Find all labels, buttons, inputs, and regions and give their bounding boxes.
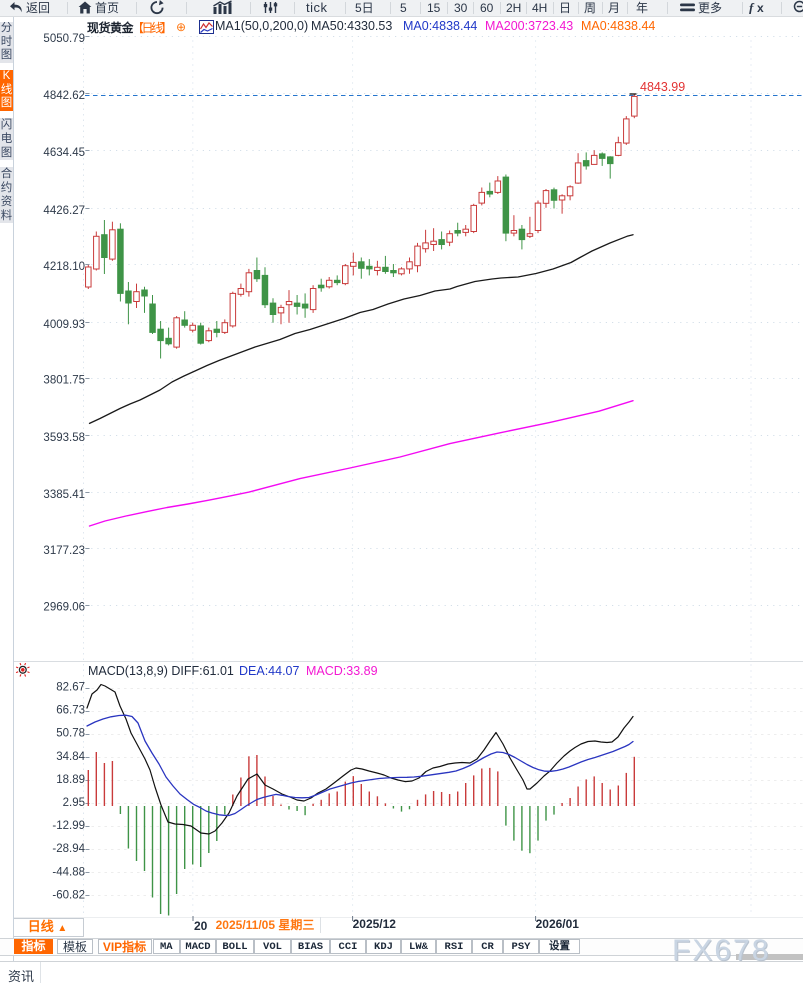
svg-text:2969.06: 2969.06: [43, 602, 85, 614]
svg-text:4842.62: 4842.62: [43, 90, 85, 102]
svg-text:4218.10: 4218.10: [43, 261, 85, 273]
svg-text:-60.82: -60.82: [52, 889, 85, 901]
svg-text:MACD:33.89: MACD:33.89: [306, 664, 378, 678]
svg-text:4426.27: 4426.27: [43, 205, 85, 217]
svg-text:-28.94: -28.94: [52, 843, 85, 855]
svg-text:3801.75: 3801.75: [43, 375, 85, 387]
svg-text:3385.41: 3385.41: [43, 489, 85, 501]
svg-text:50.78: 50.78: [56, 728, 85, 740]
svg-text:34.84: 34.84: [56, 751, 85, 763]
svg-text:2.95: 2.95: [63, 797, 85, 809]
svg-text:-44.88: -44.88: [52, 866, 85, 878]
svg-text:66.73: 66.73: [56, 705, 85, 717]
svg-text:4843.99: 4843.99: [640, 80, 685, 94]
svg-text:3177.23: 3177.23: [43, 545, 85, 557]
svg-text:MACD(13,8,9) DIFF:61.01: MACD(13,8,9) DIFF:61.01: [88, 664, 234, 678]
svg-text:-12.99: -12.99: [52, 820, 85, 832]
svg-text:DEA:44.07: DEA:44.07: [239, 664, 300, 678]
svg-text:82.67: 82.67: [56, 682, 85, 694]
svg-text:f: f: [749, 1, 755, 14]
svg-text:x: x: [757, 1, 764, 14]
svg-text:4009.93: 4009.93: [43, 319, 85, 331]
svg-text:5050.79: 5050.79: [43, 33, 85, 45]
svg-text:3593.58: 3593.58: [43, 432, 85, 444]
svg-text:18.89: 18.89: [56, 774, 85, 786]
svg-text:4634.45: 4634.45: [43, 147, 85, 159]
